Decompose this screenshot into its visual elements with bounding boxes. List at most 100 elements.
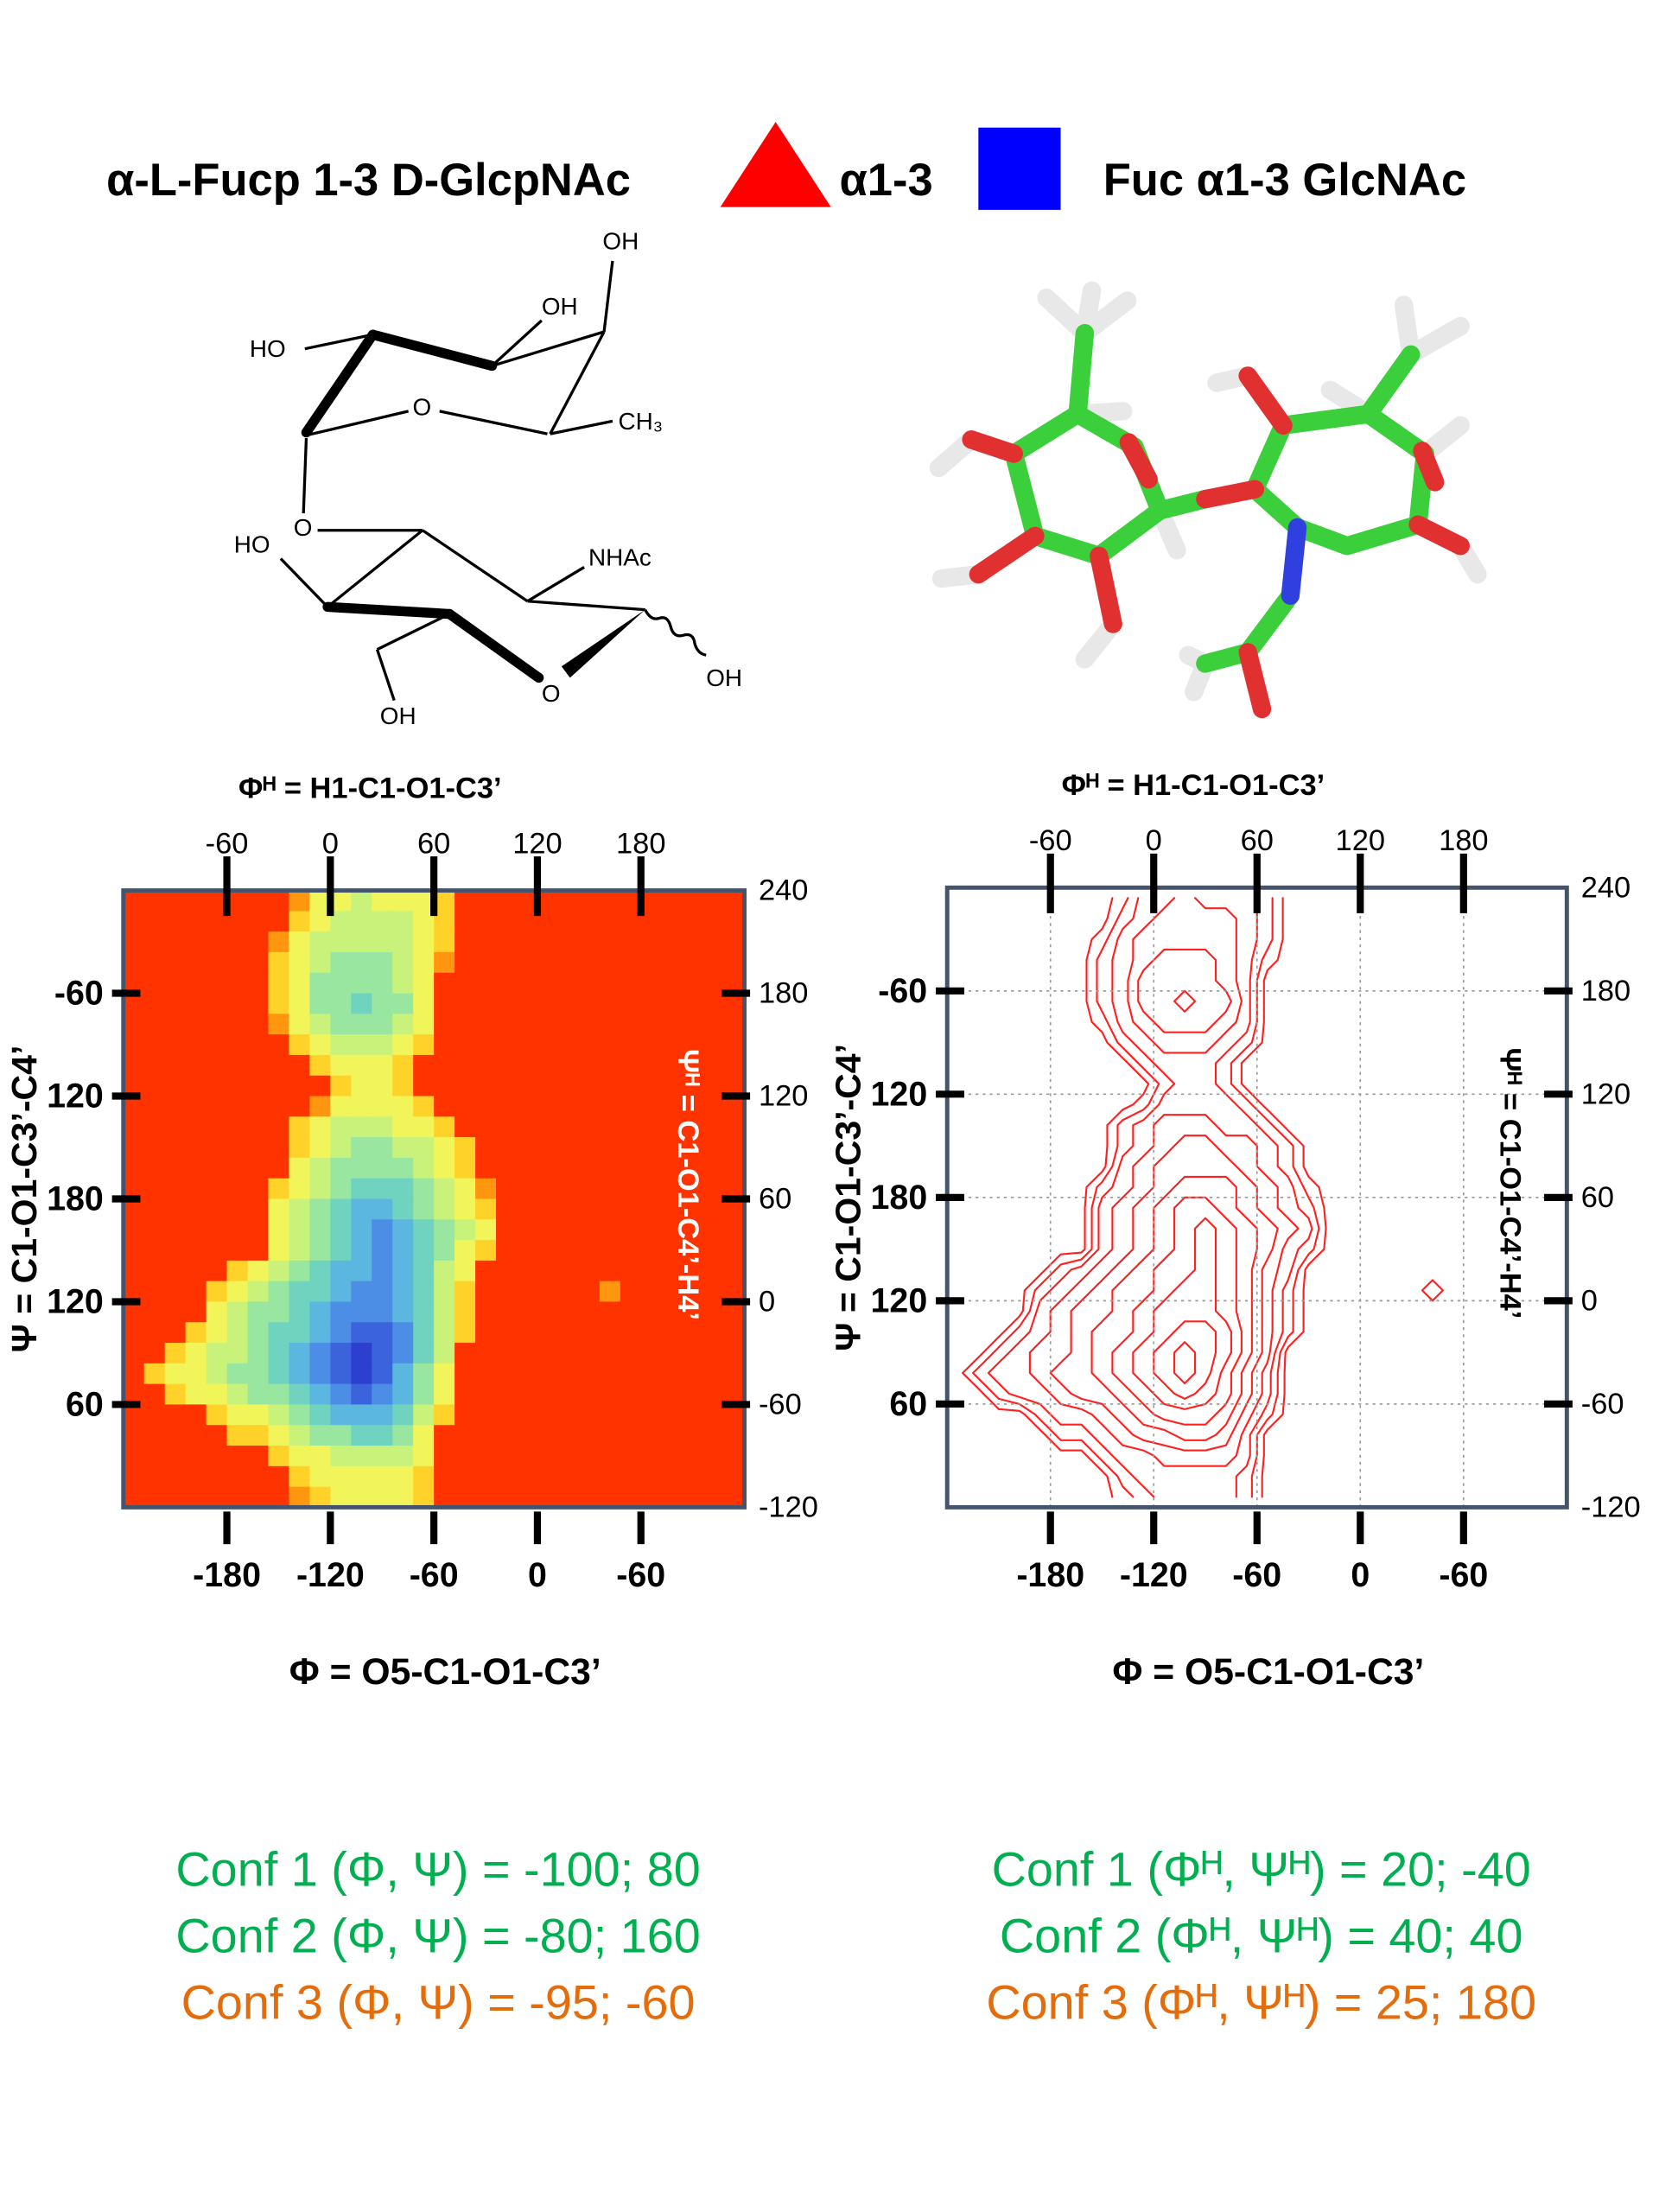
heatmap-cell — [434, 1486, 455, 1509]
heatmap-cell — [268, 1446, 290, 1467]
heatmap-cell — [309, 1240, 332, 1262]
heatmap-cell — [247, 1446, 270, 1467]
heatmap-cell — [537, 1301, 559, 1323]
heatmap-cell — [682, 1116, 704, 1138]
heatmap-cell — [247, 1465, 270, 1488]
heatmap-cell — [702, 1157, 725, 1179]
heatmap-cell — [496, 1260, 518, 1282]
heatmap-cell — [330, 1034, 352, 1056]
heatmap-cell — [661, 1034, 683, 1056]
heatmap-cell — [206, 1301, 228, 1323]
heatmap-cell — [289, 993, 311, 1014]
y-tick-label: 120 — [47, 1077, 104, 1116]
heatmap-cell — [247, 1014, 270, 1035]
heatmap-cell — [640, 1363, 663, 1385]
heatmap-cell — [351, 1446, 372, 1467]
heatmap-cell — [206, 1034, 228, 1056]
header-title: α-L-Fucp 1-3 D-GlcpNAc — [106, 155, 631, 206]
heatmap-cell — [434, 1343, 455, 1364]
heatmap-cell — [475, 1240, 497, 1262]
heatmap-cell — [496, 1075, 518, 1097]
heatmap-cell — [164, 1383, 187, 1406]
heatmap-cell — [599, 993, 621, 1014]
heatmap-cell — [578, 1425, 601, 1446]
heatmap-cell — [702, 1240, 725, 1262]
heatmap-cell — [599, 1425, 621, 1446]
heatmap-cell — [682, 1281, 704, 1303]
heatmap-cell — [206, 1465, 228, 1488]
heatmap-cell — [599, 1301, 621, 1323]
heatmap-cell — [185, 1014, 207, 1035]
heatmap-cell — [578, 890, 601, 912]
heatmap-cell — [599, 1281, 621, 1303]
fucose-symbol — [720, 122, 831, 207]
heatmap-cell — [557, 931, 580, 953]
heatmap-cell — [206, 951, 228, 974]
heatmap-cell — [413, 1240, 435, 1262]
heatmap-cell — [372, 1240, 393, 1262]
y2-axis-title: Ψᴴ = C1-O1-C4’-H4’ — [1494, 1048, 1527, 1319]
heatmap-cell — [206, 1363, 228, 1385]
heatmap-cell — [123, 1137, 145, 1159]
heatmap-cell — [557, 1404, 580, 1426]
heatmap-cell — [557, 1281, 580, 1303]
heatmap-cell — [723, 1465, 746, 1488]
heatmap-cell — [723, 1240, 746, 1262]
heatmap-cell — [268, 931, 290, 953]
heatmap-cell — [682, 1486, 704, 1509]
heatmap-cell — [206, 1219, 228, 1241]
heatmap-cell — [496, 890, 518, 912]
heatmap-cell — [557, 1116, 580, 1138]
heatmap-cell — [578, 1178, 601, 1200]
heatmap-cell — [372, 1075, 393, 1097]
heatmap-cell — [702, 1219, 725, 1241]
heatmap-cell — [268, 1034, 290, 1056]
y-tick-label: 60 — [66, 1385, 104, 1423]
heatmap-cell — [661, 1301, 683, 1323]
heatmap-cell — [702, 1014, 725, 1035]
heatmap-cell — [372, 1322, 393, 1344]
atom-label: OH — [380, 702, 416, 729]
heatmap-cell — [516, 1425, 538, 1446]
heatmap-cell — [702, 1198, 725, 1220]
heatmap-cell — [516, 1446, 538, 1467]
heatmap-cell — [599, 1116, 621, 1138]
heatmap-cell — [702, 1363, 725, 1385]
contour-line — [1028, 897, 1300, 1467]
heatmap-cell — [143, 1486, 166, 1509]
heatmap-cell — [578, 931, 601, 953]
heatmap-cell — [268, 1240, 290, 1262]
heatmap-cell — [143, 1157, 166, 1179]
heatmap-cell — [143, 1240, 166, 1262]
heatmap-cell — [620, 1157, 642, 1179]
heatmap-cell — [496, 1198, 518, 1220]
heatmap-cell — [247, 1322, 270, 1344]
heatmap-cell — [620, 1465, 642, 1488]
y2-tick-label: 0 — [759, 1285, 775, 1318]
heatmap-cell — [206, 1014, 228, 1035]
heatmap-cell — [454, 1322, 476, 1344]
heatmap-cell — [640, 1343, 663, 1364]
heatmap-cell — [351, 1096, 372, 1117]
heatmap-cell — [123, 951, 145, 974]
heatmap-cell — [702, 911, 725, 932]
heatmap-cell — [454, 931, 476, 953]
heatmap-cell — [226, 1343, 249, 1364]
heatmap-cell — [557, 1054, 580, 1077]
heatmap-cell — [330, 1446, 352, 1467]
heatmap-cell — [496, 911, 518, 932]
heatmap-cell — [599, 1322, 621, 1344]
heatmap-cell — [413, 1281, 435, 1303]
heatmap-cell — [164, 1198, 187, 1220]
heatmap-cell — [537, 1404, 559, 1426]
heatmap-cell — [289, 1322, 311, 1344]
heatmap-cell — [413, 1116, 435, 1138]
y-tick-label: 180 — [47, 1179, 104, 1217]
heatmap-cell — [661, 1054, 683, 1077]
heatmap-cell — [537, 1178, 559, 1200]
heatmap-cell — [372, 1198, 393, 1220]
heatmap-cell — [599, 1465, 621, 1488]
heatmap-cell — [309, 1301, 332, 1323]
heatmap-cell — [537, 972, 559, 995]
y2-tick-label: -60 — [1581, 1388, 1624, 1421]
